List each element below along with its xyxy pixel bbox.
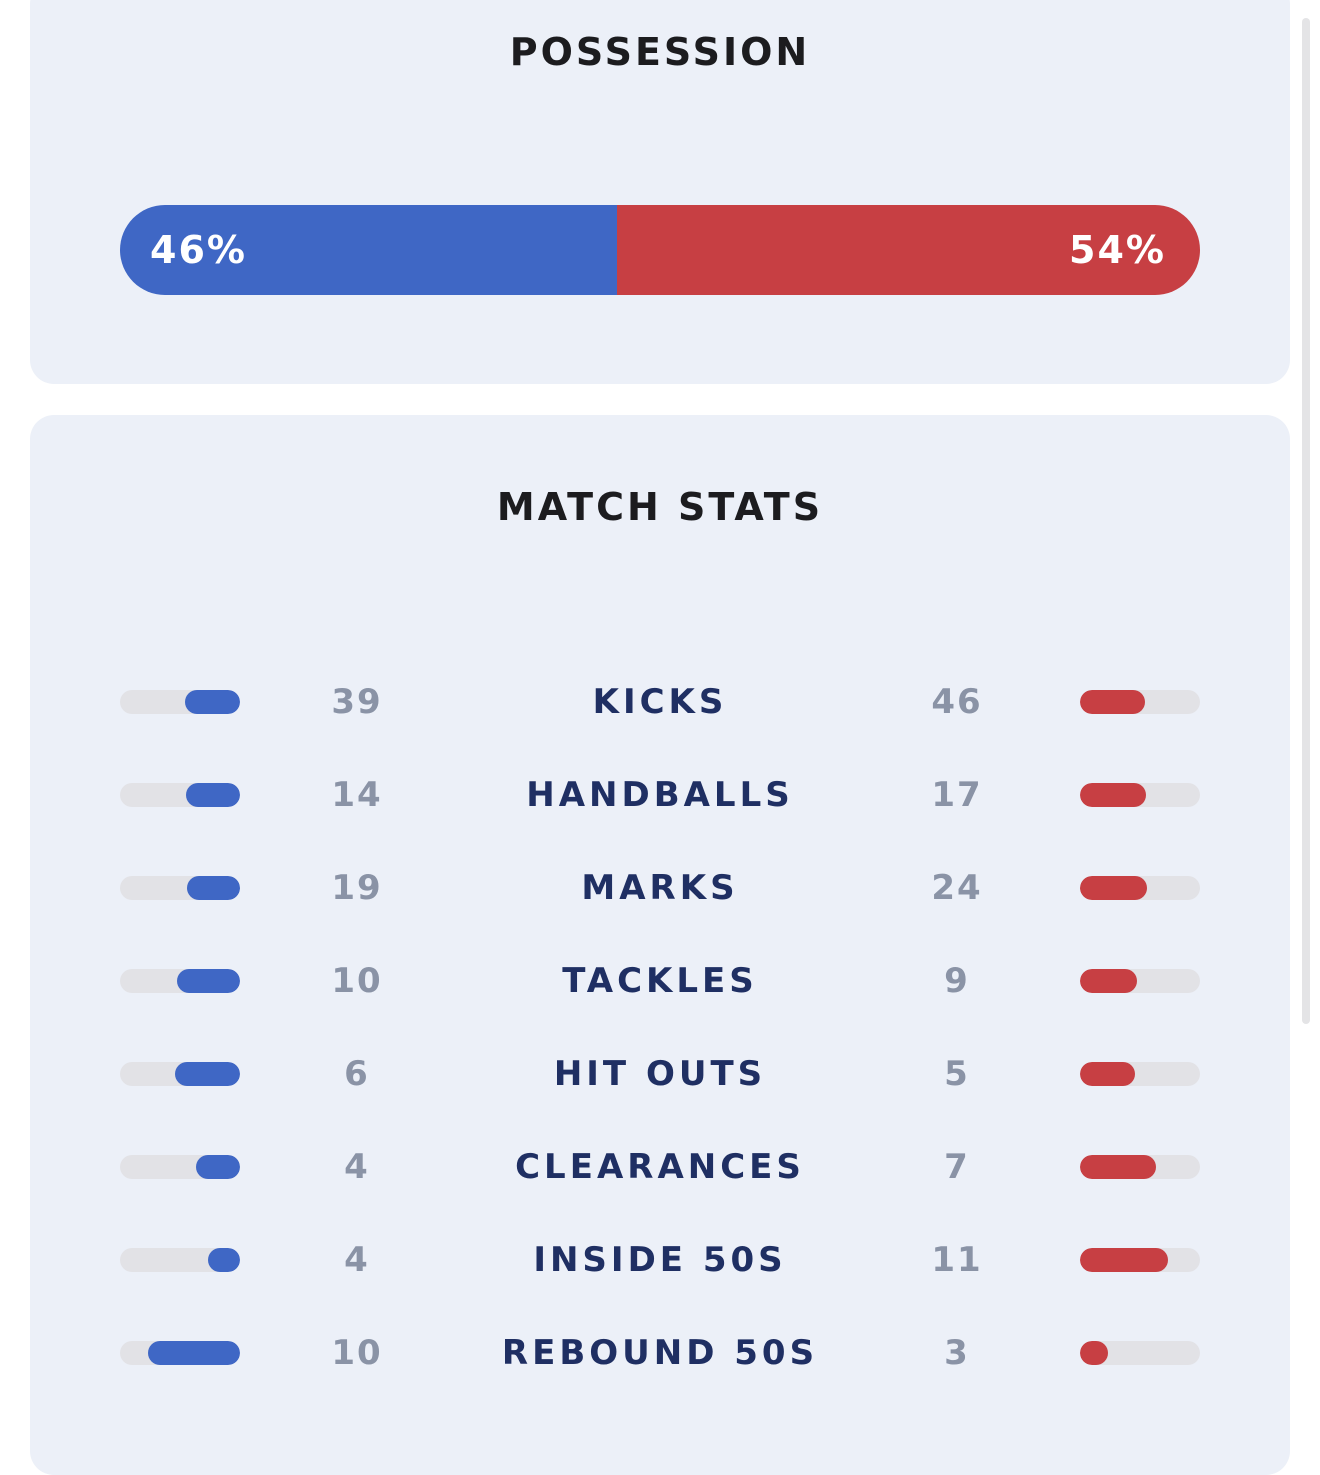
home-stat-bar [120, 1155, 240, 1179]
stat-row-inside-50s: 4 INSIDE 50S 11 [30, 1230, 1290, 1290]
possession-card: POSSESSION 46% 54% [30, 0, 1290, 384]
away-stat-bar-fill [1080, 1248, 1168, 1272]
stat-row-handballs: 14 HANDBALLS 17 [30, 765, 1290, 825]
home-stat-bar [120, 1062, 240, 1086]
away-stat-bar [1080, 783, 1200, 807]
home-stat-value: 10 [331, 1333, 383, 1373]
away-stat-bar-fill [1080, 690, 1145, 714]
stat-row-rebound-50s: 10 REBOUND 50S 3 [30, 1323, 1290, 1383]
match-stats-card: MATCH STATS 39 KICKS 46 14 HANDBALLS 17 … [30, 415, 1290, 1475]
away-stat-value: 5 [944, 1054, 970, 1094]
stat-row-marks: 19 MARKS 24 [30, 858, 1290, 918]
away-stat-bar-fill [1080, 876, 1147, 900]
home-stat-value: 10 [331, 961, 383, 1001]
away-stat-value: 11 [931, 1240, 983, 1280]
home-stat-bar-fill [208, 1248, 240, 1272]
away-stat-value: 24 [931, 868, 983, 908]
possession-away-segment: 54% [616, 205, 1200, 295]
stat-label: REBOUND 50S [501, 1333, 819, 1373]
stat-label: HIT OUTS [553, 1054, 767, 1094]
away-stat-bar [1080, 1341, 1200, 1365]
home-stat-bar [120, 969, 240, 993]
possession-away-label: 54% [1069, 228, 1166, 272]
stat-label: MARKS [581, 868, 739, 908]
away-stat-bar [1080, 1062, 1200, 1086]
home-stat-bar-fill [174, 1062, 240, 1086]
home-stat-bar [120, 783, 240, 807]
away-stat-bar [1080, 690, 1200, 714]
away-stat-bar [1080, 1155, 1200, 1179]
match-stats-title: MATCH STATS [496, 485, 824, 529]
away-stat-value: 9 [944, 961, 970, 1001]
possession-title: POSSESSION [509, 30, 811, 74]
away-stat-bar-fill [1080, 969, 1137, 993]
away-stat-value: 3 [944, 1333, 970, 1373]
home-stat-value: 4 [344, 1147, 370, 1187]
away-stat-bar [1080, 1248, 1200, 1272]
home-stat-bar-fill [184, 690, 240, 714]
stat-row-tackles: 10 TACKLES 9 [30, 951, 1290, 1011]
away-stat-value: 17 [931, 775, 983, 815]
home-stat-value: 6 [344, 1054, 370, 1094]
home-stat-bar [120, 690, 240, 714]
home-stat-bar [120, 1341, 240, 1365]
stat-row-hit-outs: 6 HIT OUTS 5 [30, 1044, 1290, 1104]
away-stat-bar [1080, 969, 1200, 993]
stat-row-clearances: 4 CLEARANCES 7 [30, 1137, 1290, 1197]
possession-home-label: 46% [150, 228, 247, 272]
away-stat-bar-fill [1080, 783, 1146, 807]
home-stat-bar [120, 876, 240, 900]
possession-home-segment: 46% [120, 205, 617, 295]
away-stat-bar [1080, 876, 1200, 900]
stat-label: CLEARANCES [515, 1147, 805, 1187]
home-stat-bar-fill [185, 783, 240, 807]
away-stat-value: 46 [931, 682, 983, 722]
away-stat-value: 7 [944, 1147, 970, 1187]
possession-bar: 46% 54% [120, 205, 1200, 295]
home-stat-bar-fill [196, 1155, 240, 1179]
stat-label: HANDBALLS [526, 775, 794, 815]
home-stat-bar [120, 1248, 240, 1272]
home-stat-value: 39 [331, 682, 383, 722]
home-stat-value: 14 [331, 775, 383, 815]
home-stat-value: 19 [331, 868, 383, 908]
away-stat-bar-fill [1080, 1155, 1157, 1179]
stat-row-kicks: 39 KICKS 46 [30, 672, 1290, 732]
stat-label: INSIDE 50S [533, 1240, 787, 1280]
home-stat-bar-fill [147, 1341, 240, 1365]
stat-label: TACKLES [562, 961, 758, 1001]
away-stat-bar-fill [1080, 1341, 1108, 1365]
vertical-scrollbar[interactable] [1302, 18, 1310, 1024]
home-stat-value: 4 [344, 1240, 370, 1280]
away-stat-bar-fill [1080, 1062, 1135, 1086]
home-stat-bar-fill [186, 876, 240, 900]
stat-label: KICKS [592, 682, 728, 722]
home-stat-bar-fill [176, 969, 240, 993]
